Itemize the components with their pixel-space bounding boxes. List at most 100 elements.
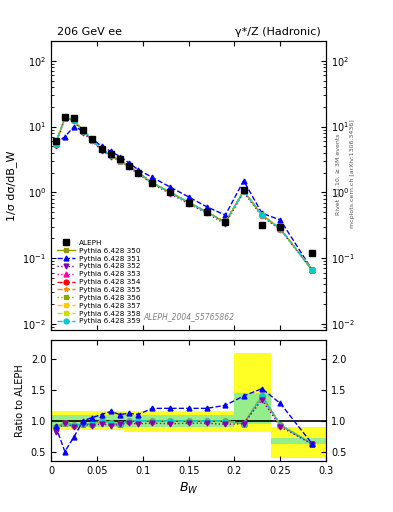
Pythia 6.428 353 xyxy=(223,219,228,225)
ALEPH xyxy=(53,138,58,144)
ALEPH xyxy=(108,151,113,157)
ALEPH xyxy=(260,222,264,228)
Pythia 6.428 354 xyxy=(90,137,95,143)
Pythia 6.428 358 xyxy=(127,163,131,169)
Pythia 6.428 357 xyxy=(241,188,246,194)
ALEPH xyxy=(150,180,154,186)
Pythia 6.428 355 xyxy=(99,146,104,153)
Pythia 6.428 350 xyxy=(168,189,173,196)
Pythia 6.428 355 xyxy=(72,117,76,123)
Pythia 6.428 357 xyxy=(223,219,228,225)
Pythia 6.428 357 xyxy=(168,189,173,196)
Line: Pythia 6.428 358: Pythia 6.428 358 xyxy=(53,116,315,273)
Pythia 6.428 352 xyxy=(205,210,209,217)
Pythia 6.428 357 xyxy=(81,128,86,134)
ALEPH xyxy=(168,189,173,196)
Pythia 6.428 356 xyxy=(168,189,173,196)
X-axis label: $B_W$: $B_W$ xyxy=(179,481,198,496)
Pythia 6.428 350 xyxy=(223,219,228,225)
Pythia 6.428 350 xyxy=(118,158,122,164)
Pythia 6.428 353 xyxy=(99,146,104,153)
Pythia 6.428 359 xyxy=(278,226,283,232)
Pythia 6.428 354 xyxy=(278,226,283,232)
Pythia 6.428 355 xyxy=(168,189,173,196)
Pythia 6.428 358 xyxy=(310,267,315,273)
ALEPH xyxy=(127,163,131,169)
Pythia 6.428 351 xyxy=(150,174,154,180)
ALEPH xyxy=(90,136,95,142)
Pythia 6.428 353 xyxy=(62,115,67,121)
Pythia 6.428 359 xyxy=(168,189,173,196)
Pythia 6.428 352 xyxy=(53,143,58,150)
ALEPH xyxy=(310,250,315,256)
Pythia 6.428 354 xyxy=(150,180,154,186)
ALEPH xyxy=(62,114,67,120)
Pythia 6.428 356 xyxy=(72,117,76,123)
Pythia 6.428 353 xyxy=(168,189,173,196)
Pythia 6.428 356 xyxy=(136,169,141,176)
Line: ALEPH: ALEPH xyxy=(52,114,316,257)
Pythia 6.428 357 xyxy=(108,152,113,158)
Pythia 6.428 359 xyxy=(260,212,264,218)
Pythia 6.428 352 xyxy=(150,181,154,187)
Pythia 6.428 352 xyxy=(278,227,283,233)
Pythia 6.428 351 xyxy=(278,217,283,223)
Pythia 6.428 354 xyxy=(62,115,67,121)
Pythia 6.428 356 xyxy=(186,200,191,206)
ALEPH xyxy=(186,200,191,206)
Pythia 6.428 351 xyxy=(53,140,58,146)
Pythia 6.428 359 xyxy=(205,209,209,215)
Pythia 6.428 353 xyxy=(241,188,246,194)
Pythia 6.428 350 xyxy=(150,180,154,186)
Pythia 6.428 351 xyxy=(127,160,131,166)
Pythia 6.428 358 xyxy=(168,189,173,196)
Pythia 6.428 354 xyxy=(81,128,86,134)
Pythia 6.428 353 xyxy=(205,209,209,215)
Pythia 6.428 350 xyxy=(53,140,58,146)
Pythia 6.428 359 xyxy=(90,137,95,143)
Pythia 6.428 354 xyxy=(260,212,264,218)
Pythia 6.428 355 xyxy=(223,219,228,225)
Pythia 6.428 350 xyxy=(127,163,131,169)
Pythia 6.428 355 xyxy=(186,200,191,206)
Pythia 6.428 351 xyxy=(136,167,141,173)
Pythia 6.428 358 xyxy=(90,137,95,143)
Pythia 6.428 350 xyxy=(72,117,76,123)
Line: Pythia 6.428 351: Pythia 6.428 351 xyxy=(53,124,315,273)
Pythia 6.428 359 xyxy=(186,200,191,206)
Pythia 6.428 353 xyxy=(310,267,315,273)
Pythia 6.428 359 xyxy=(310,267,315,273)
Pythia 6.428 358 xyxy=(186,200,191,206)
Pythia 6.428 350 xyxy=(62,115,67,121)
Pythia 6.428 359 xyxy=(223,219,228,225)
Pythia 6.428 350 xyxy=(186,200,191,206)
Text: γ*/Z (Hadronic): γ*/Z (Hadronic) xyxy=(235,27,321,37)
Pythia 6.428 352 xyxy=(99,147,104,154)
ALEPH xyxy=(81,126,86,133)
Pythia 6.428 358 xyxy=(150,180,154,186)
Pythia 6.428 355 xyxy=(310,267,315,273)
Pythia 6.428 359 xyxy=(99,146,104,153)
Pythia 6.428 359 xyxy=(127,163,131,169)
Pythia 6.428 357 xyxy=(150,180,154,186)
Pythia 6.428 352 xyxy=(90,138,95,144)
Pythia 6.428 352 xyxy=(108,154,113,160)
Pythia 6.428 357 xyxy=(186,200,191,206)
Pythia 6.428 359 xyxy=(108,152,113,158)
Pythia 6.428 357 xyxy=(260,212,264,218)
Pythia 6.428 356 xyxy=(99,146,104,153)
Pythia 6.428 358 xyxy=(72,117,76,123)
Pythia 6.428 352 xyxy=(168,190,173,197)
Pythia 6.428 358 xyxy=(278,226,283,232)
Pythia 6.428 351 xyxy=(186,194,191,200)
Line: Pythia 6.428 350: Pythia 6.428 350 xyxy=(53,116,315,273)
Pythia 6.428 351 xyxy=(108,148,113,155)
Pythia 6.428 359 xyxy=(62,115,67,121)
Pythia 6.428 354 xyxy=(127,163,131,169)
Pythia 6.428 357 xyxy=(53,140,58,146)
Pythia 6.428 353 xyxy=(90,137,95,143)
Pythia 6.428 358 xyxy=(62,115,67,121)
Pythia 6.428 357 xyxy=(72,117,76,123)
Pythia 6.428 351 xyxy=(118,154,122,160)
Pythia 6.428 352 xyxy=(136,171,141,177)
